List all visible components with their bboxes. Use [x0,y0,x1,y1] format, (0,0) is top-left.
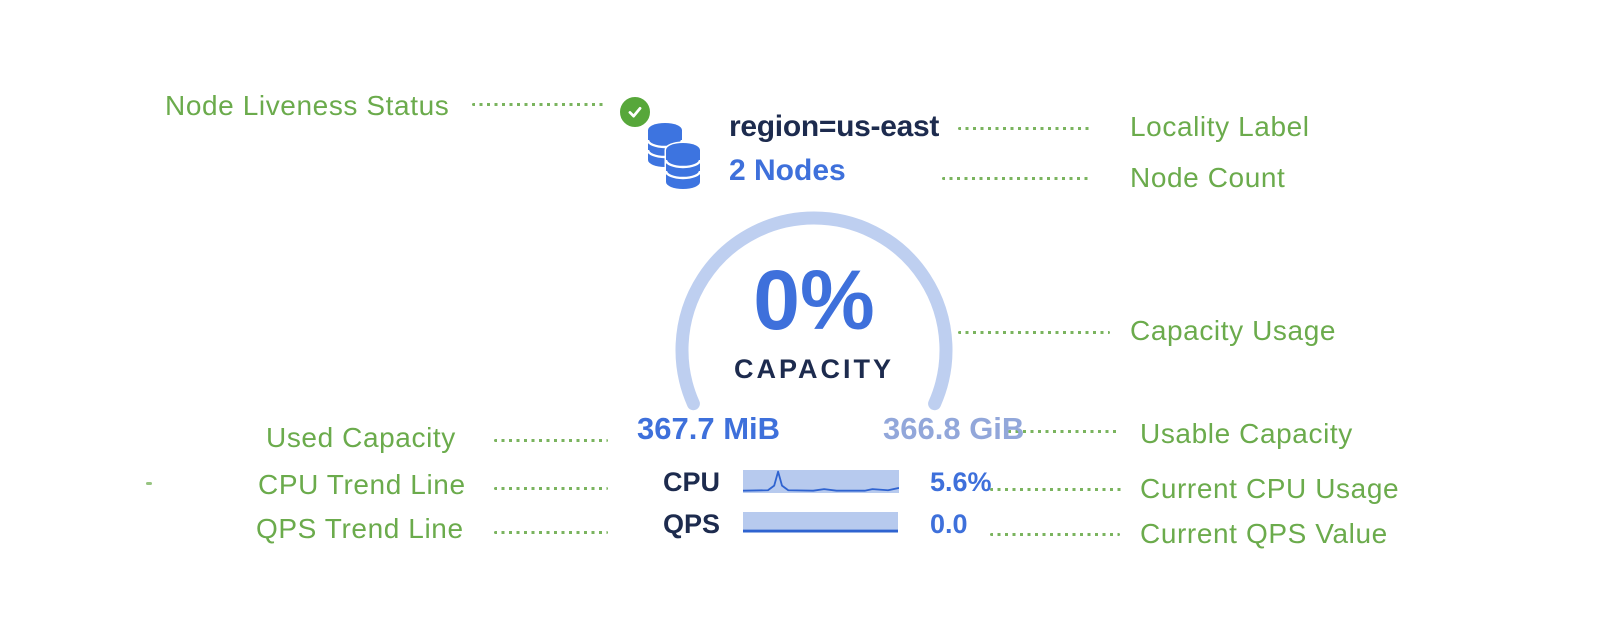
leader-cpu-trend [494,487,608,490]
leader-qps-trend [494,531,608,534]
qps-current-value: 0.0 [930,509,968,539]
annotation-node-count: Node Count [1130,162,1286,193]
node-count-label: 2 Nodes [729,154,846,187]
qps-trend-sparkline [743,512,898,533]
annotation-capacity-usage: Capacity Usage [1130,315,1337,346]
annotation-locality: Locality Label [1130,111,1310,142]
leader-capacity-usage [958,331,1110,334]
used-capacity-value: 367.7 MiB [637,411,781,446]
cpu-metric-label: CPU [663,467,721,497]
leader-usable-capacity [1008,430,1118,433]
locality-label: region=us-east [729,110,940,143]
leader-current-cpu [990,488,1122,491]
qps-metric-label: QPS [663,509,721,539]
leader-node-count [942,177,1090,180]
cpu-trend-sparkline [743,470,899,493]
cpu-current-value: 5.6% [930,467,992,497]
node-liveness-check-icon [618,95,652,129]
capacity-caption: CAPACITY [733,354,894,384]
capacity-usage-percent: 0% [753,253,875,347]
annotation-current-cpu: Current CPU Usage [1140,473,1400,504]
stray-dot-artifact [146,482,152,485]
leader-used-capacity [494,439,608,442]
annotation-qps-trend: QPS Trend Line [256,513,464,544]
leader-node-liveness [472,103,606,106]
annotation-node-liveness: Node Liveness Status [165,90,450,121]
capacity-gauge-arc [675,211,953,411]
leader-current-qps [990,533,1120,536]
checkmark-glyph [628,106,642,118]
database-stack-icon [646,123,702,191]
leader-locality [958,127,1092,130]
annotation-used-capacity: Used Capacity [266,422,456,453]
annotation-current-qps: Current QPS Value [1140,518,1388,549]
annotation-usable-capacity: Usable Capacity [1140,418,1353,449]
usable-capacity-value: 366.8 GiB [883,411,1025,446]
annotation-cpu-trend: CPU Trend Line [258,469,466,500]
